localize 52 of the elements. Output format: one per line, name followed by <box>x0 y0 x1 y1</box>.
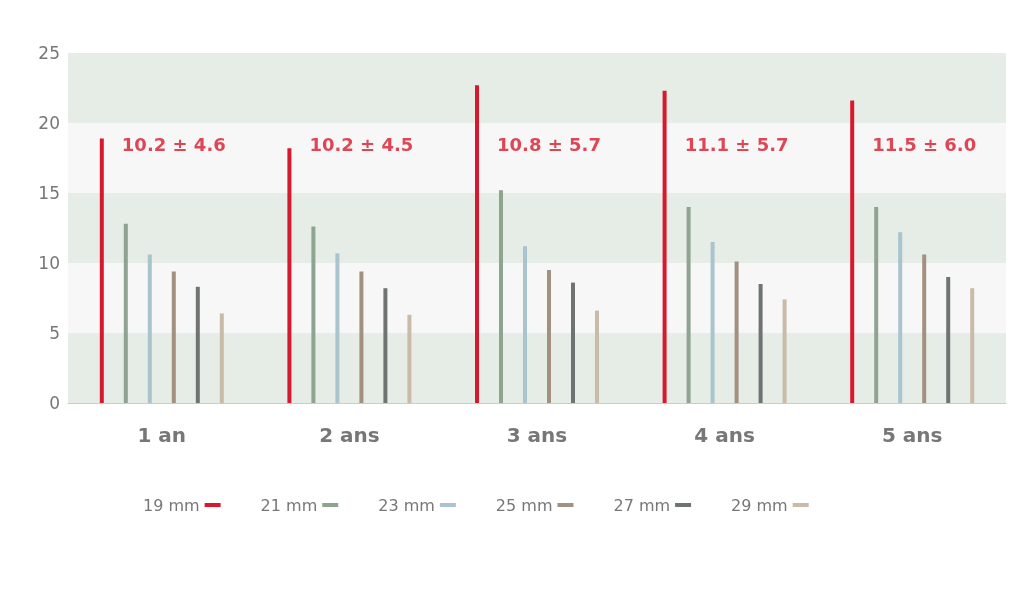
bar <box>874 207 879 403</box>
bar <box>475 85 479 403</box>
bar <box>99 138 104 403</box>
bar <box>898 232 903 403</box>
bar <box>782 299 787 403</box>
y-tick-label: 15 <box>38 183 60 203</box>
annotation: 11.1 ± 5.7 <box>684 133 789 155</box>
bar <box>171 271 176 403</box>
x-tick-label: 2 ans <box>319 423 380 447</box>
legend-label: 29 mm <box>731 495 788 515</box>
annotation: 10.8 ± 5.7 <box>497 133 601 155</box>
bar <box>287 148 292 403</box>
bar <box>595 310 599 403</box>
bar <box>147 254 152 403</box>
bar <box>359 271 364 403</box>
bar <box>123 223 128 403</box>
legend-label: 25 mm <box>495 495 553 515</box>
bar <box>710 242 715 403</box>
bar <box>686 207 691 403</box>
bar <box>499 190 503 403</box>
x-tick-label: 4 ans <box>694 423 755 447</box>
y-tick-label: 25 <box>38 43 60 63</box>
legend-label: 21 mm <box>260 495 318 515</box>
y-tick-label: 5 <box>49 323 60 343</box>
bar <box>547 270 551 403</box>
bar <box>335 253 340 403</box>
bar <box>758 284 763 403</box>
bar <box>523 246 527 403</box>
y-tick-label: 0 <box>49 393 60 413</box>
bar <box>219 313 224 403</box>
x-tick-label: 1 an <box>137 423 187 447</box>
y-tick-label: 10 <box>38 253 60 273</box>
bar <box>311 226 316 403</box>
bar <box>946 277 951 403</box>
legend-label: 23 mm <box>378 495 435 515</box>
bar <box>922 254 927 403</box>
y-tick-label: 20 <box>38 113 60 133</box>
bar <box>195 286 200 403</box>
bar <box>407 314 412 403</box>
annotation: 10.2 ± 4.6 <box>121 133 226 155</box>
bar <box>970 288 975 403</box>
legend-label: 19 mm <box>142 495 200 515</box>
annotation: 11.5 ± 6.0 <box>872 133 977 155</box>
x-tick-label: 3 ans <box>506 423 568 447</box>
bar <box>571 282 575 403</box>
bar <box>383 288 388 403</box>
x-tick-label: 5 ans <box>881 423 943 447</box>
bar <box>850 100 855 403</box>
bar <box>734 261 739 403</box>
annotation: 10.2 ± 4.5 <box>309 133 414 155</box>
bar <box>662 90 667 403</box>
legend-label: 27 mm <box>613 495 671 515</box>
